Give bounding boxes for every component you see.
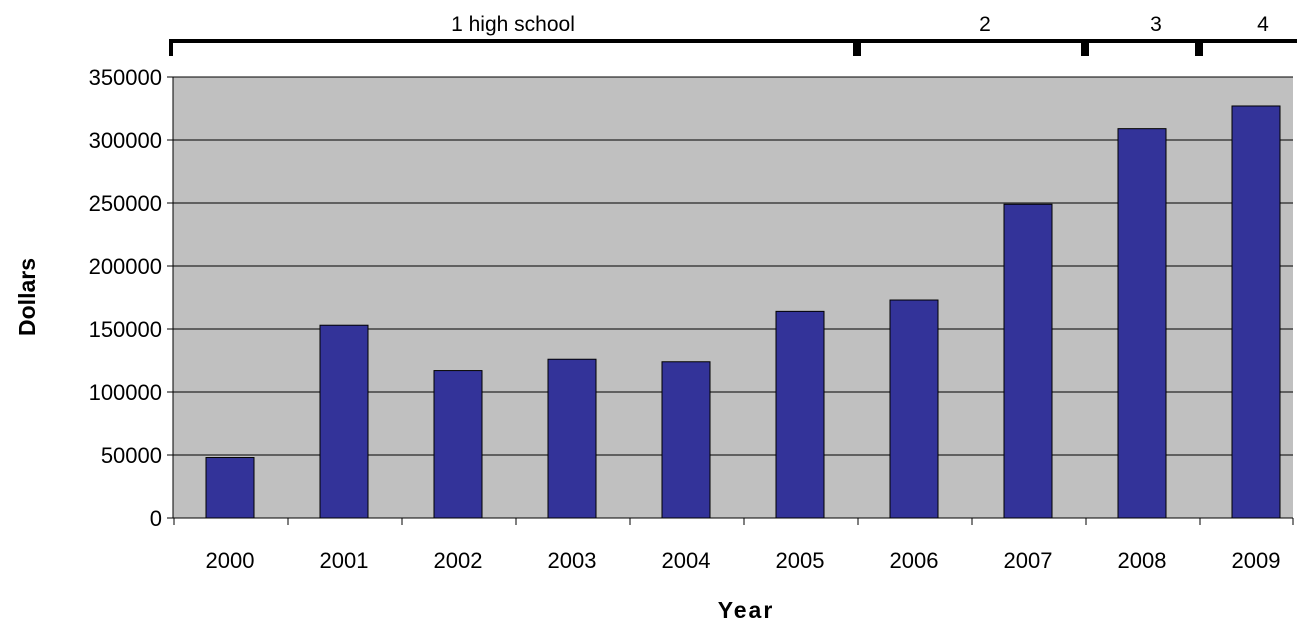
x-tick-label: 2006 [890, 548, 939, 573]
bar [547, 358, 597, 519]
y-tick-label: 250000 [89, 191, 162, 216]
bar [433, 370, 483, 519]
bar [661, 361, 711, 519]
bar [319, 324, 369, 519]
annotation-label: 1 high school [451, 13, 575, 36]
x-tick-label: 2001 [320, 548, 369, 573]
x-tick-label: 2002 [434, 548, 483, 573]
y-tick-label: 200000 [89, 254, 162, 279]
bar [889, 299, 939, 519]
y-tick-label: 50000 [101, 443, 162, 468]
annotation-bracket [857, 39, 1085, 56]
x-tick-label: 2009 [1232, 548, 1281, 573]
x-tick-label: 2003 [548, 548, 597, 573]
bar [205, 457, 255, 519]
x-tick-label: 2007 [1004, 548, 1053, 573]
x-tick-label: 2005 [776, 548, 825, 573]
bar [1003, 203, 1053, 519]
bar [775, 310, 825, 519]
y-tick-label: 100000 [89, 380, 162, 405]
annotation-bracket [1085, 39, 1199, 56]
x-tick-label: 2004 [662, 548, 711, 573]
x-tick-label: 2000 [206, 548, 255, 573]
bar [1231, 105, 1281, 519]
annotation-label: 4 [1257, 13, 1269, 36]
y-axis: 0 50000 100000 150000 200000 250000 300000 3500… [89, 65, 174, 531]
y-tick-label: 300000 [89, 128, 162, 153]
bar [1117, 128, 1167, 519]
annotation-label: 3 [1150, 13, 1162, 36]
y-axis-title: Dollars [14, 258, 40, 336]
y-tick-label: 350000 [89, 65, 162, 90]
annotation-brackets: 1 high school 2 3 4 [169, 13, 1297, 56]
x-axis: 2000 2001 2002 2003 2004 2005 2006 2007 2008 2009 [173, 517, 1294, 573]
y-tick-label: 0 [150, 506, 162, 531]
x-tick-label: 2008 [1118, 548, 1167, 573]
y-tick-label: 150000 [89, 317, 162, 342]
annotation-bracket [1199, 39, 1297, 56]
annotation-bracket [169, 39, 857, 56]
x-axis-title: Year [718, 597, 775, 623]
annotation-label: 2 [979, 13, 991, 36]
